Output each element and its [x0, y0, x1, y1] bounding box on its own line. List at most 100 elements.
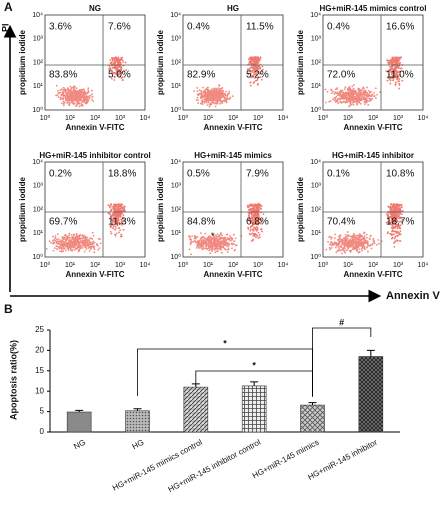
event-dot [253, 56, 256, 58]
event-dot [349, 239, 352, 242]
event-dot [111, 221, 114, 224]
event-dot [344, 240, 347, 242]
event-dot [73, 245, 76, 248]
event-dot [214, 247, 217, 250]
event-dot [108, 65, 111, 67]
event-dot [125, 69, 128, 72]
event-dot [352, 87, 355, 90]
event-dot [394, 84, 397, 86]
event-dot [123, 205, 126, 208]
event-dot [62, 96, 65, 99]
event-dot [256, 73, 258, 76]
event-dot [57, 89, 59, 92]
event-dot [389, 82, 392, 85]
event-dot [82, 93, 85, 96]
event-dot [73, 85, 75, 88]
event-dot [55, 242, 58, 244]
event-dot [74, 236, 77, 239]
event-dot [85, 248, 88, 251]
event-dot [329, 235, 331, 238]
event-dot [110, 209, 113, 211]
event-dot [353, 246, 355, 249]
event-dot [334, 246, 337, 249]
event-dot [343, 243, 346, 246]
quadrant-percent: 7.6% [108, 22, 131, 33]
event-dot [219, 233, 222, 236]
event-dot [361, 245, 364, 247]
event-dot [81, 239, 84, 242]
event-dot [231, 238, 233, 241]
event-dot [85, 242, 88, 245]
event-dot [66, 238, 69, 241]
event-dot [343, 239, 346, 242]
event-dot [209, 104, 212, 106]
event-dot [120, 233, 123, 236]
event-dot [118, 226, 121, 229]
event-dot [347, 94, 350, 97]
event-dot [399, 230, 402, 233]
y-tick-label: 10² [33, 206, 44, 213]
event-dot [116, 68, 119, 70]
panel-label: A [4, 0, 13, 14]
event-dot [334, 237, 336, 240]
event-dot [196, 235, 199, 238]
event-dot [108, 205, 111, 207]
event-dot [54, 235, 57, 237]
event-dot [54, 240, 57, 242]
event-dot [53, 247, 56, 250]
event-dot [333, 99, 336, 102]
x-axis-label: Annexin V-FITC [203, 270, 262, 279]
event-dot [75, 97, 78, 100]
event-dot [228, 243, 231, 246]
event-dot [222, 245, 224, 248]
x-tick-label: 10³ [393, 115, 404, 122]
event-dot [71, 95, 73, 97]
event-dot [378, 242, 380, 245]
event-dot [122, 214, 125, 217]
event-dot [213, 87, 216, 90]
event-dot [252, 215, 255, 217]
event-dot [346, 241, 349, 244]
event-dot [348, 96, 351, 99]
event-dot [199, 244, 201, 247]
event-dot [111, 57, 114, 60]
quadrant-percent: 3.6% [49, 22, 72, 33]
event-dot [220, 87, 223, 90]
quadrant-percent: 83.8% [49, 70, 77, 81]
event-dot [109, 62, 112, 64]
event-dot [350, 242, 353, 245]
y-tick-label: 10³ [311, 36, 322, 43]
event-dot [210, 237, 213, 240]
event-dot [257, 59, 260, 62]
event-dot [123, 219, 126, 222]
quadrant-percent: 0.2% [49, 169, 72, 180]
event-dot [211, 99, 214, 102]
event-dot [351, 236, 353, 239]
event-dot [367, 250, 369, 253]
event-dot [330, 236, 333, 239]
x-axis-label: Annexin V-FITC [65, 270, 124, 279]
event-dot [73, 238, 76, 240]
event-dot [355, 240, 358, 243]
event-dot [72, 242, 75, 245]
event-dot [79, 93, 82, 96]
event-dot [227, 248, 229, 251]
event-dot [84, 244, 87, 247]
event-dot [250, 204, 253, 207]
event-dot [253, 61, 256, 64]
event-dot [340, 239, 343, 242]
event-dot [62, 247, 65, 250]
event-dot [393, 237, 396, 240]
event-dot [379, 91, 381, 94]
event-dot [388, 73, 390, 76]
event-dot [358, 244, 361, 247]
event-dot [393, 73, 396, 75]
event-dot [117, 219, 120, 222]
event-dot [77, 97, 79, 99]
event-dot [255, 236, 257, 239]
event-dot [91, 231, 94, 234]
event-dot [218, 84, 220, 86]
event-dot [249, 233, 252, 236]
event-dot [256, 220, 258, 223]
event-dot [230, 242, 233, 245]
